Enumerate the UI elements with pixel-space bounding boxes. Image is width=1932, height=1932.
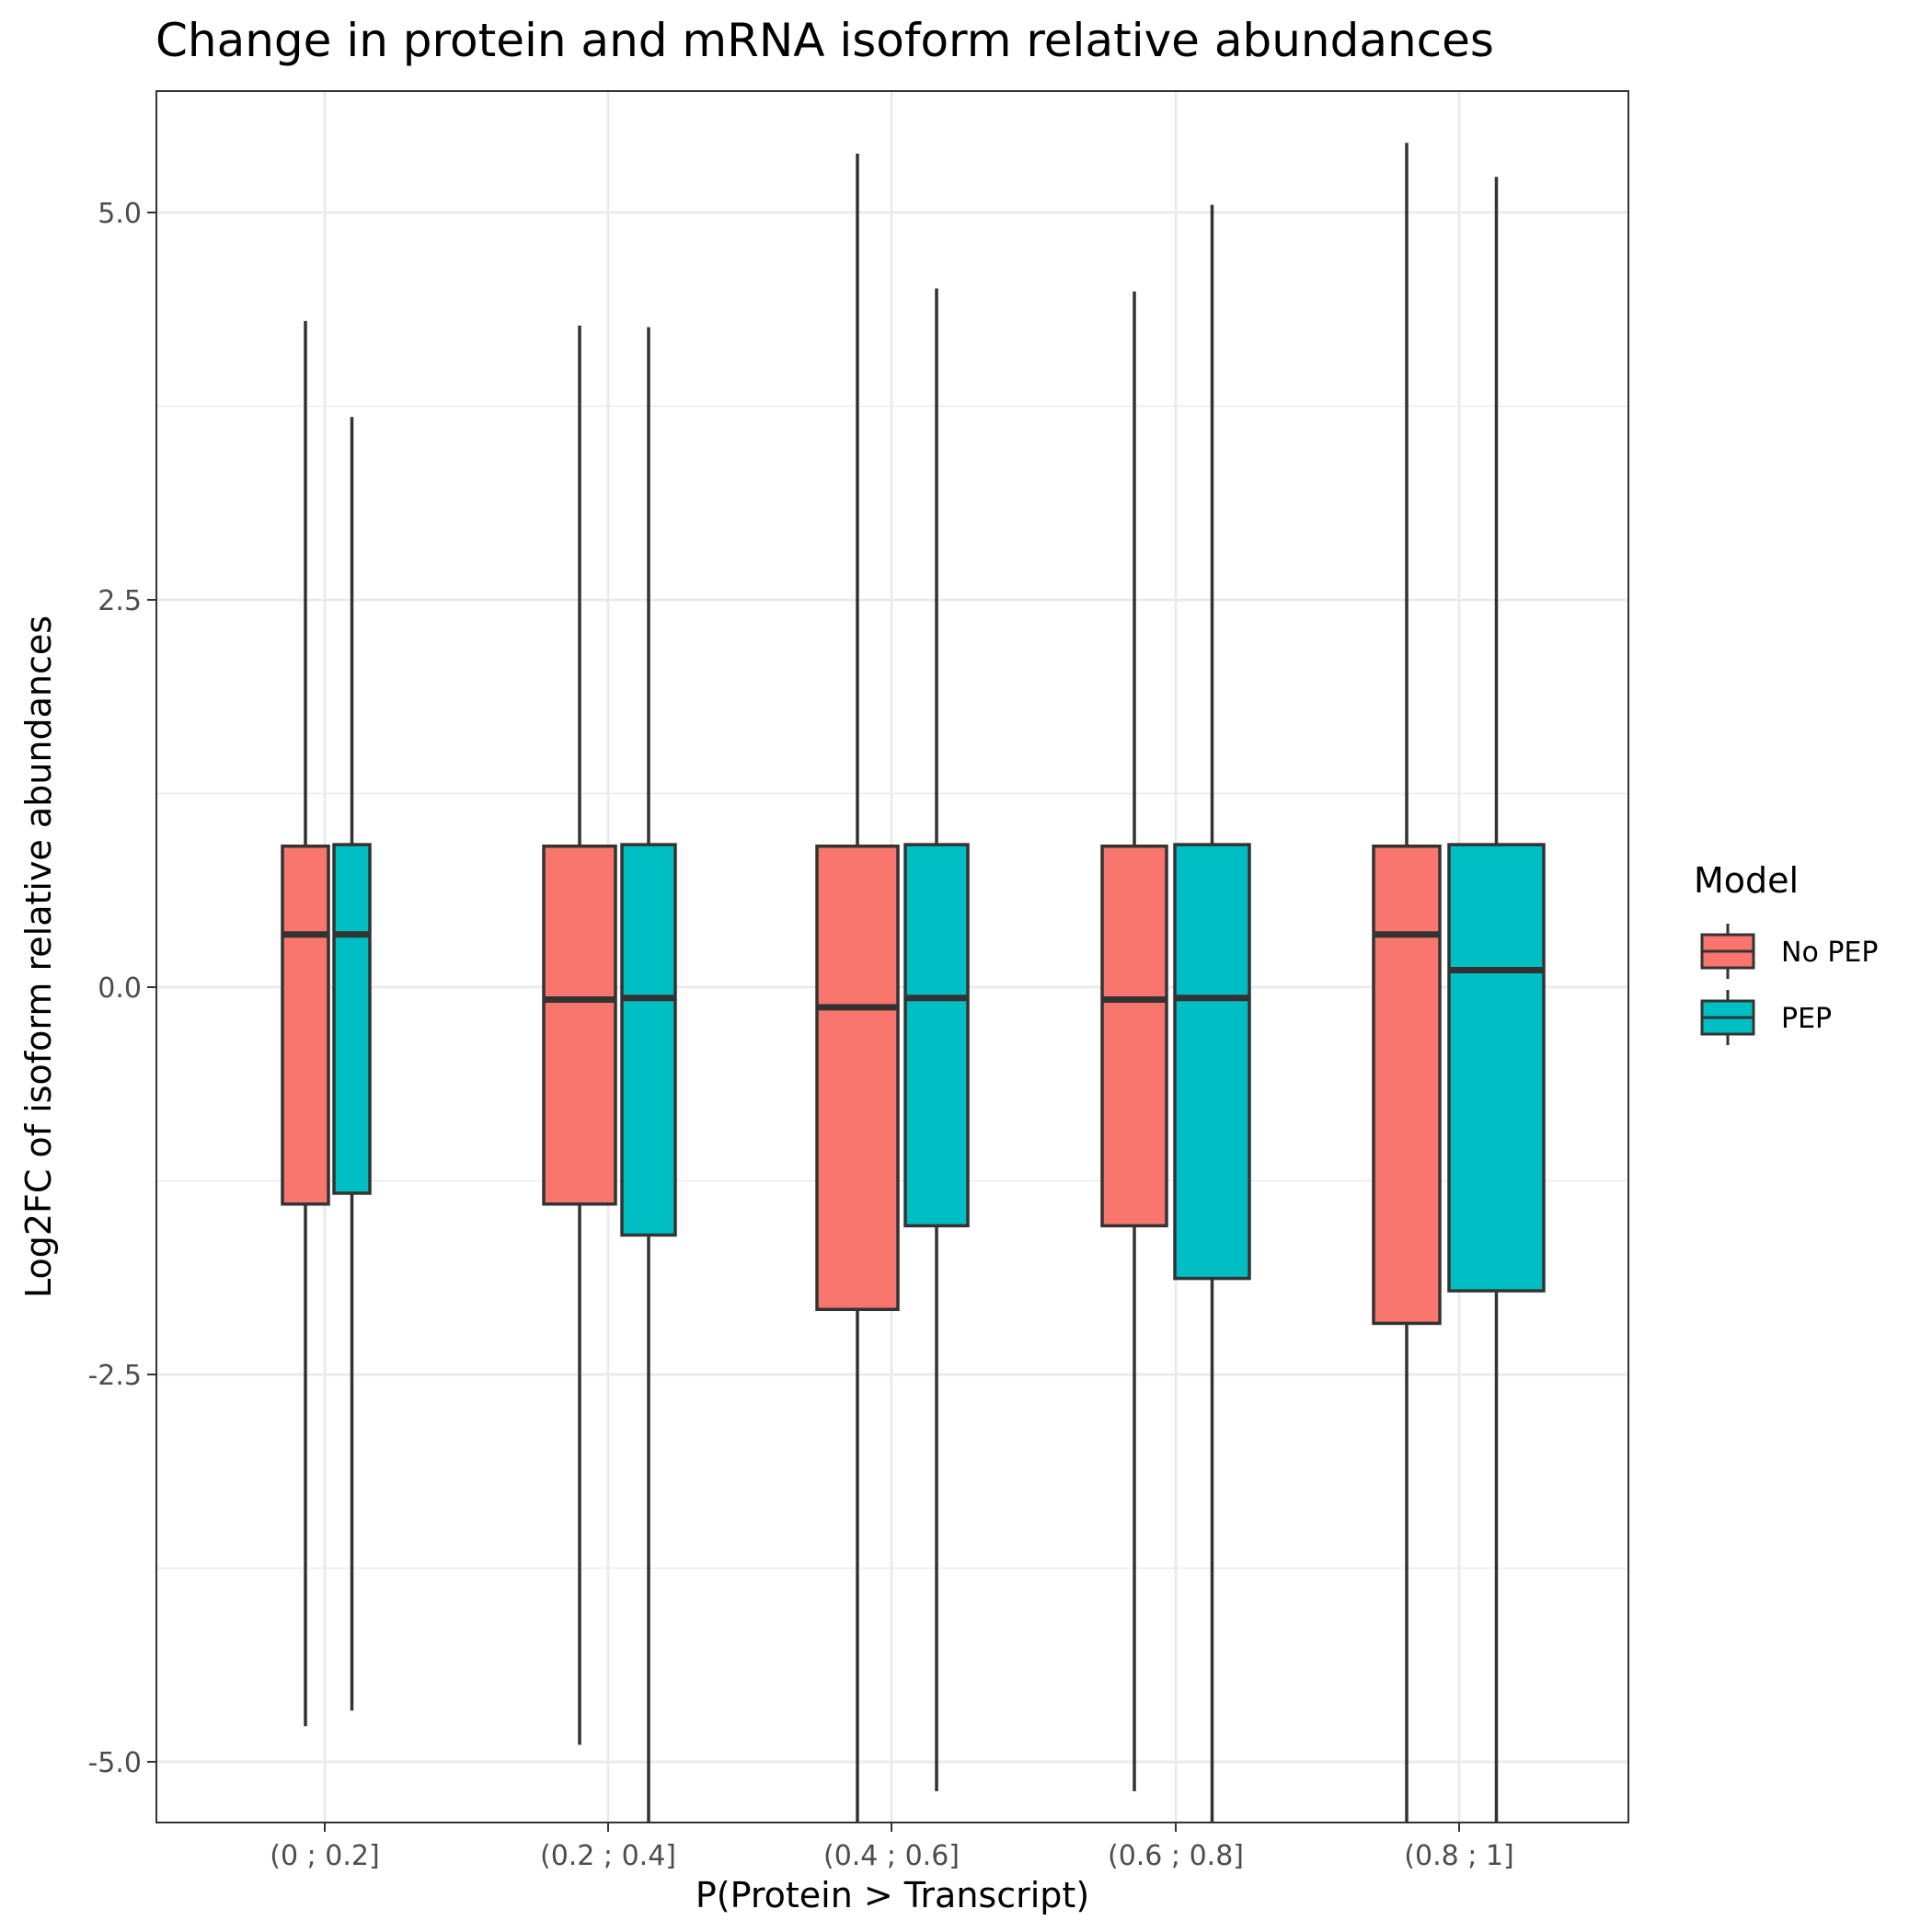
y-tick-label: 5.0 bbox=[98, 198, 142, 230]
chart-title: Change in protein and mRNA isoform relat… bbox=[155, 14, 1494, 67]
box-group bbox=[903, 288, 970, 1791]
box-group bbox=[1372, 143, 1442, 1822]
box-group bbox=[1100, 291, 1168, 1791]
box-group bbox=[1447, 177, 1546, 1822]
x-tick-label: (0.4 ; 0.6] bbox=[823, 1840, 960, 1872]
y-axis-title: Log2FC of isoform relative abundances bbox=[18, 615, 59, 1298]
iqr-box bbox=[903, 843, 970, 1228]
box-group bbox=[815, 154, 900, 1822]
box-group bbox=[620, 327, 677, 1822]
x-tick-label: (0 ; 0.2] bbox=[270, 1840, 379, 1872]
legend-label: PEP bbox=[1781, 1003, 1832, 1035]
y-tick-label: 2.5 bbox=[98, 585, 142, 617]
x-axis-ticks: (0 ; 0.2] (0.2 ; 0.4] (0.4 ; 0.6] (0.6 ; 0.… bbox=[270, 1823, 1514, 1872]
legend-items: No PEP PEP bbox=[1700, 924, 1878, 1045]
iqr-box bbox=[1447, 843, 1546, 1293]
x-axis-title: P(Protein > Transcript) bbox=[696, 1875, 1089, 1915]
legend-title: Model bbox=[1694, 860, 1799, 901]
legend-item: No PEP bbox=[1700, 924, 1878, 979]
iqr-box bbox=[542, 845, 617, 1206]
iqr-box bbox=[815, 845, 900, 1312]
iqr-box bbox=[1100, 845, 1168, 1228]
iqr-box bbox=[1372, 845, 1442, 1326]
x-tick-label: (0.2 ; 0.4] bbox=[540, 1840, 676, 1872]
box-group bbox=[281, 320, 330, 1727]
x-tick-label: (0.8 ; 1] bbox=[1404, 1840, 1513, 1872]
box-group bbox=[1173, 204, 1251, 1822]
y-tick-label: 0.0 bbox=[98, 972, 142, 1005]
y-tick-label: -5.0 bbox=[87, 1747, 142, 1779]
legend-label: No PEP bbox=[1781, 937, 1878, 969]
box-group bbox=[332, 417, 372, 1711]
iqr-box bbox=[1173, 843, 1251, 1281]
iqr-box bbox=[281, 845, 330, 1206]
legend-item: PEP bbox=[1700, 990, 1832, 1045]
y-axis-ticks: -5.0 -2.5 0.0 2.5 5.0 bbox=[87, 198, 156, 1779]
iqr-box bbox=[332, 843, 372, 1195]
box-series bbox=[281, 143, 1546, 1822]
iqr-box bbox=[620, 843, 677, 1237]
box-group bbox=[542, 325, 617, 1745]
y-tick-label: -2.5 bbox=[87, 1360, 142, 1392]
legend: Model No PEP PEP bbox=[1694, 860, 1878, 1045]
x-tick-label: (0.6 ; 0.8] bbox=[1108, 1840, 1244, 1872]
